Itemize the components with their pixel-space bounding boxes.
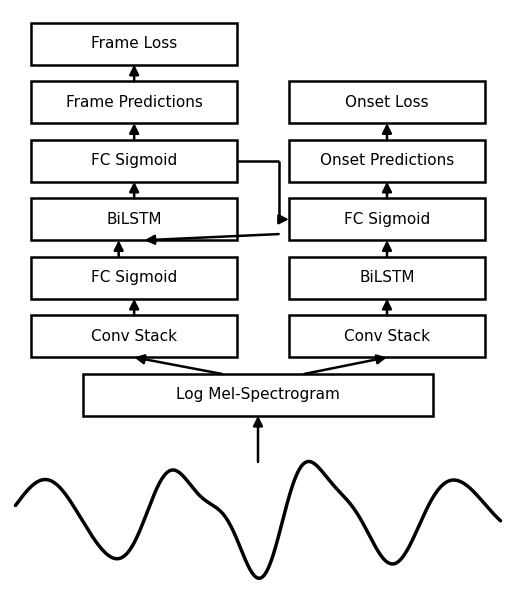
Text: FC Sigmoid: FC Sigmoid [91,153,178,168]
Text: FC Sigmoid: FC Sigmoid [91,270,178,285]
Bar [31,257,237,299]
Bar [289,257,485,299]
Text: Conv Stack: Conv Stack [344,329,430,344]
Bar [289,140,485,182]
Text: Onset Loss: Onset Loss [345,95,429,110]
Text: Frame Predictions: Frame Predictions [66,95,203,110]
Bar [289,198,485,240]
Text: Frame Loss: Frame Loss [91,36,178,51]
Text: Conv Stack: Conv Stack [91,329,177,344]
Bar [31,81,237,123]
Bar [31,140,237,182]
Bar [289,315,485,357]
Bar [31,23,237,65]
Bar [289,81,485,123]
Bar [83,374,433,416]
Text: Log Mel-Spectrogram: Log Mel-Spectrogram [176,387,340,402]
Text: Onset Predictions: Onset Predictions [320,153,454,168]
Bar [31,315,237,357]
Text: BiLSTM: BiLSTM [106,212,162,227]
Text: BiLSTM: BiLSTM [359,270,415,285]
Text: FC Sigmoid: FC Sigmoid [344,212,430,227]
Bar [31,198,237,240]
